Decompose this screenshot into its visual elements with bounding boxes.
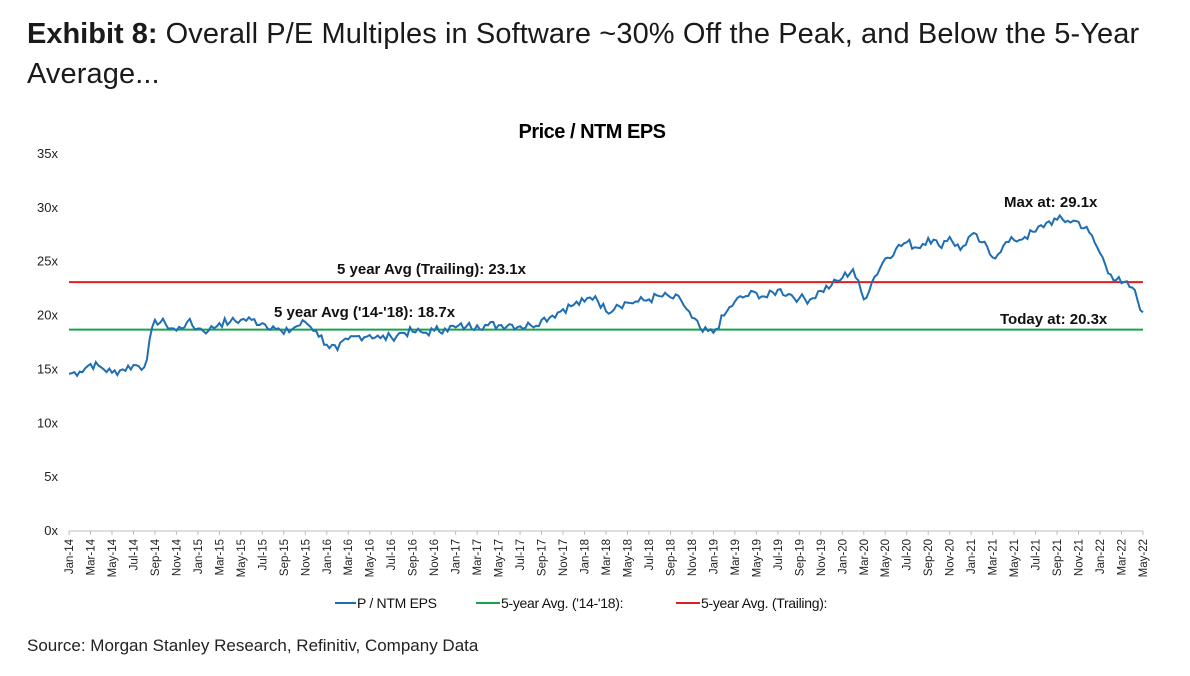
- x-tick-label: Sep-21: [1052, 539, 1064, 576]
- source-note: Source: Morgan Stanley Research, Refinit…: [27, 636, 479, 655]
- annotation-avg-14-18: 5 year Avg ('14-'18): 18.7x: [274, 304, 456, 321]
- x-tick-label: Sep-15: [279, 539, 291, 576]
- y-tick-label: 10x: [37, 415, 58, 430]
- x-tick-label: May-19: [751, 539, 763, 577]
- x-axis-ticks: Jan-14 Mar-14 May-14 Jul-14 Sep-14 Nov-14 Jan-…: [64, 531, 1150, 577]
- x-tick-label: Mar-19: [730, 539, 742, 575]
- x-tick-label: Mar-22: [1117, 539, 1129, 575]
- exhibit-heading: Exhibit 8: Overall P/E Multiples in Soft…: [27, 14, 1147, 94]
- x-tick-label: Jul-21: [1031, 539, 1043, 570]
- annotation-max: Max at: 29.1x: [1004, 194, 1098, 211]
- annotation-trailing-avg: 5 year Avg (Trailing): 23.1x: [337, 261, 527, 278]
- x-tick-label: Jan-15: [193, 539, 205, 574]
- x-tick-label: Sep-16: [408, 539, 420, 576]
- legend-label-avg-14-18: 5-year Avg. ('14-'18):: [501, 595, 623, 611]
- x-tick-label: Mar-20: [859, 539, 871, 575]
- x-tick-label: Jan-17: [451, 539, 463, 574]
- legend: P / NTM EPS 5-year Avg. ('14-'18): 5-yea…: [335, 595, 827, 611]
- x-tick-label: May-15: [236, 539, 248, 577]
- y-tick-label: 0x: [44, 523, 58, 538]
- exhibit-label: Exhibit 8:: [27, 18, 158, 50]
- x-tick-label: Jul-17: [515, 539, 527, 570]
- pe-series-line: [68, 213, 1144, 378]
- x-tick-label: Sep-14: [150, 538, 162, 576]
- x-tick-label: Mar-18: [601, 539, 613, 575]
- x-tick-label: May-21: [1009, 539, 1021, 577]
- x-tick-label: Jan-18: [580, 539, 592, 574]
- legend-label-pe: P / NTM EPS: [357, 595, 437, 611]
- x-tick-label: Jul-14: [128, 538, 140, 570]
- x-tick-label: Jan-14: [64, 538, 76, 574]
- legend-label-trailing-avg: 5-year Avg. (Trailing):: [701, 595, 827, 611]
- x-tick-label: May-14: [107, 538, 119, 577]
- x-tick-label: Nov-19: [816, 539, 828, 576]
- x-tick-label: May-17: [494, 539, 506, 577]
- x-tick-label: Mar-17: [472, 539, 484, 575]
- x-tick-label: Jul-15: [257, 539, 269, 570]
- x-tick-label: Nov-20: [945, 539, 957, 576]
- x-tick-label: Sep-17: [537, 539, 549, 576]
- x-tick-label: Mar-15: [214, 539, 226, 575]
- x-tick-label: May-18: [622, 539, 634, 577]
- x-tick-label: Jul-20: [902, 539, 914, 570]
- y-tick-label: 5x: [44, 469, 58, 484]
- y-tick-label: 35x: [37, 146, 58, 161]
- x-tick-label: Jan-21: [966, 539, 978, 574]
- x-tick-label: Nov-17: [558, 539, 570, 576]
- annotation-today: Today at: 20.3x: [1000, 311, 1108, 328]
- y-axis-ticks: 0x 5x 10x 15x 20x 25x 30x 35x: [37, 146, 58, 538]
- x-tick-label: May-16: [365, 539, 377, 577]
- x-tick-label: Nov-14: [171, 538, 183, 576]
- x-tick-label: Jul-16: [386, 539, 398, 570]
- x-tick-label: Mar-14: [85, 538, 97, 575]
- y-tick-label: 30x: [37, 200, 58, 215]
- y-tick-label: 15x: [37, 361, 58, 376]
- y-tick-label: 20x: [37, 308, 58, 323]
- x-tick-label: Sep-18: [665, 539, 677, 576]
- x-tick-label: Jul-18: [644, 539, 656, 570]
- x-tick-label: Jan-22: [1095, 539, 1107, 574]
- chart-title: Price / NTM EPS: [519, 121, 666, 143]
- x-tick-label: Sep-20: [923, 539, 935, 576]
- x-tick-label: Jan-20: [837, 539, 849, 574]
- x-tick-label: Jan-16: [322, 539, 334, 574]
- y-tick-label: 25x: [37, 254, 58, 269]
- x-tick-label: Nov-21: [1074, 539, 1086, 576]
- x-tick-label: Nov-18: [687, 539, 699, 576]
- x-tick-label: May-22: [1138, 539, 1150, 577]
- exhibit-title: Overall P/E Multiples in Software ~30% O…: [27, 18, 1140, 90]
- x-tick-label: Mar-16: [343, 539, 355, 575]
- x-tick-label: Jan-19: [708, 539, 720, 574]
- x-tick-label: Nov-15: [300, 539, 312, 576]
- x-tick-label: Jul-19: [773, 539, 785, 570]
- x-tick-label: Mar-21: [988, 539, 1000, 575]
- x-tick-label: May-20: [880, 539, 892, 577]
- x-tick-label: Sep-19: [794, 539, 806, 576]
- x-tick-label: Nov-16: [429, 539, 441, 576]
